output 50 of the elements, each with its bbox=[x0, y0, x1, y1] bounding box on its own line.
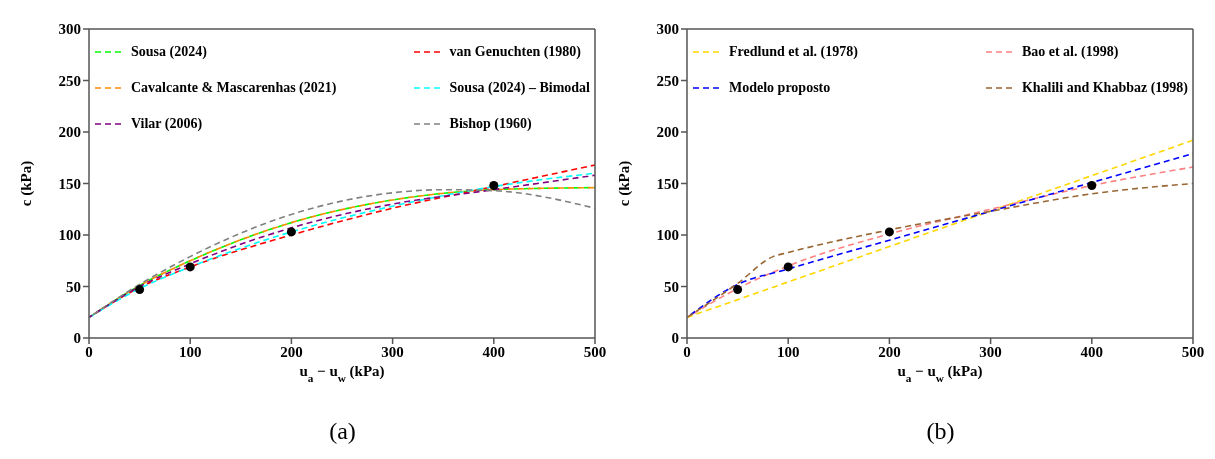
y-axis-title: c (kPa) bbox=[616, 160, 634, 207]
point bbox=[286, 227, 296, 237]
y-tick-label: 100 bbox=[58, 227, 81, 244]
legend-label: Cavalcante & Mascarenhas (2021) bbox=[131, 80, 337, 96]
legend-label: Khalili and Khabbaz (1998) bbox=[1021, 80, 1188, 96]
point bbox=[135, 285, 145, 295]
point bbox=[733, 285, 743, 295]
legend-label: van Genuchten (1980) bbox=[449, 44, 582, 60]
x-tick-label: 0 bbox=[85, 343, 93, 360]
legend-label: Modelo proposto bbox=[729, 80, 831, 96]
x-tick-label: 500 bbox=[583, 343, 607, 360]
point bbox=[489, 181, 499, 191]
x-tick-label: 100 bbox=[178, 343, 202, 360]
x-tick-label: 400 bbox=[1080, 343, 1104, 360]
x-tick-label: 100 bbox=[776, 343, 800, 360]
point bbox=[185, 262, 195, 272]
y-tick-label: 200 bbox=[656, 124, 679, 141]
x-axis-title: u$_{a}$ − u$_{w}$ (kPa) bbox=[299, 363, 385, 384]
y-tick-label: 150 bbox=[58, 175, 81, 192]
y-tick-label: 100 bbox=[656, 227, 679, 244]
y-tick-label: 300 bbox=[58, 21, 81, 38]
legend-label: Bao et al. (1998) bbox=[1021, 44, 1119, 60]
x-tick-label: 500 bbox=[1181, 343, 1205, 360]
y-tick-label: 0 bbox=[73, 330, 81, 347]
x-tick-label: 400 bbox=[482, 343, 506, 360]
y-tick-label: 250 bbox=[656, 72, 679, 89]
text: (a) bbox=[328, 418, 357, 445]
x-tick-label: 200 bbox=[280, 343, 303, 360]
x-axis-title: u$_{a}$ − u$_{w}$ (kPa) bbox=[897, 363, 983, 384]
text: (b) bbox=[925, 418, 956, 445]
legend-label: Sousa (2024) – Bimodal bbox=[449, 80, 590, 96]
x-tick-label: 0 bbox=[683, 343, 691, 360]
y-tick-label: 50 bbox=[66, 278, 81, 295]
y-tick-label: 300 bbox=[656, 21, 679, 38]
y-axis-title: c (kPa) bbox=[18, 160, 36, 207]
point bbox=[783, 262, 793, 272]
y-tick-label: 50 bbox=[664, 278, 679, 295]
legend-label: Vilar (2006) bbox=[131, 116, 203, 132]
y-tick-label: 250 bbox=[58, 72, 81, 89]
legend-label: Bishop (1960) bbox=[449, 116, 532, 132]
y-tick-label: 0 bbox=[671, 330, 679, 347]
y-tick-label: 150 bbox=[656, 175, 679, 192]
x-tick-label: 200 bbox=[878, 343, 901, 360]
point bbox=[884, 227, 894, 237]
legend-label: Fredlund et al. (1978) bbox=[729, 44, 858, 60]
x-tick-label: 300 bbox=[979, 343, 1002, 360]
legend-label: Sousa (2024) bbox=[131, 44, 207, 60]
x-tick-label: 300 bbox=[381, 343, 404, 360]
y-tick-label: 200 bbox=[58, 124, 81, 141]
point bbox=[1087, 181, 1097, 191]
